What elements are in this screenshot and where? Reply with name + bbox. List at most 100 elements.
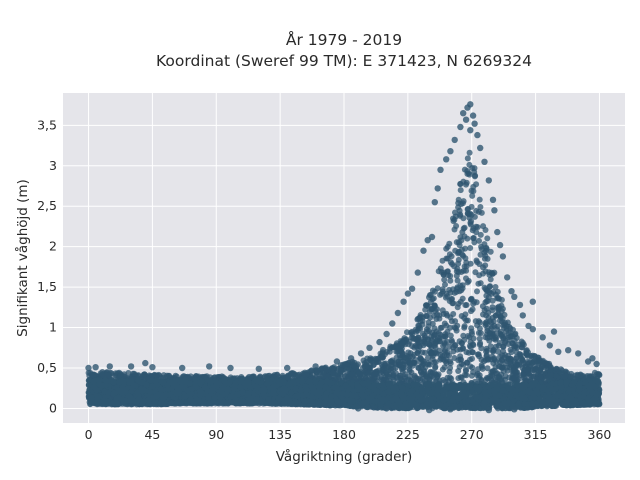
data-point xyxy=(484,287,491,294)
data-point xyxy=(487,283,493,290)
data-point xyxy=(430,295,437,302)
data-point xyxy=(468,308,474,315)
data-point xyxy=(444,255,451,262)
data-point xyxy=(489,304,496,311)
data-point xyxy=(459,229,466,236)
data-point xyxy=(457,187,464,194)
data-point xyxy=(165,372,172,379)
data-point xyxy=(447,277,454,284)
data-point xyxy=(426,361,433,368)
data-point xyxy=(591,369,598,376)
data-point xyxy=(489,297,496,304)
data-point xyxy=(404,329,410,336)
data-point xyxy=(491,355,498,362)
data-point xyxy=(497,363,503,370)
data-point xyxy=(483,292,490,299)
data-point xyxy=(455,269,462,276)
data-point xyxy=(405,341,412,348)
data-point xyxy=(452,318,459,325)
data-point xyxy=(455,260,462,267)
data-point xyxy=(476,196,483,203)
data-point xyxy=(467,245,474,251)
data-point xyxy=(477,330,484,337)
data-point xyxy=(485,309,492,316)
data-point xyxy=(451,216,458,223)
data-point xyxy=(483,345,490,352)
data-point xyxy=(471,213,478,220)
data-point xyxy=(483,244,490,251)
data-point xyxy=(451,226,458,233)
data-point xyxy=(476,335,483,342)
data-point xyxy=(498,308,505,315)
data-point xyxy=(494,288,501,295)
data-point xyxy=(478,356,485,363)
data-point xyxy=(484,235,491,242)
data-point xyxy=(412,360,419,366)
data-point xyxy=(446,368,453,375)
data-point xyxy=(406,362,413,369)
data-point xyxy=(477,280,484,287)
data-point xyxy=(508,349,515,356)
data-point xyxy=(417,325,424,332)
data-point xyxy=(460,198,467,205)
data-point xyxy=(492,343,499,350)
data-point xyxy=(463,275,469,282)
data-point xyxy=(475,351,482,358)
data-point xyxy=(476,325,483,332)
data-point xyxy=(406,367,413,374)
data-point xyxy=(455,204,462,211)
data-point xyxy=(509,333,516,340)
data-point xyxy=(512,368,519,374)
data-point xyxy=(428,349,435,356)
data-point xyxy=(437,324,444,331)
data-point xyxy=(513,354,520,361)
data-point xyxy=(455,196,462,203)
data-point xyxy=(435,268,442,275)
data-point xyxy=(477,340,484,347)
data-point xyxy=(492,312,499,319)
data-point xyxy=(338,367,345,374)
data-point xyxy=(454,277,461,284)
data-point xyxy=(382,351,388,358)
data-point xyxy=(371,370,378,377)
data-point xyxy=(493,335,500,342)
data-point xyxy=(513,362,520,369)
data-point xyxy=(418,363,425,370)
data-point xyxy=(342,373,349,379)
data-point xyxy=(466,161,473,168)
data-point xyxy=(472,269,479,276)
data-point xyxy=(472,172,479,179)
data-point xyxy=(420,338,427,345)
data-point xyxy=(506,323,513,330)
data-point xyxy=(103,372,110,379)
data-point xyxy=(494,370,501,377)
data-point xyxy=(349,371,356,378)
data-point xyxy=(433,350,440,357)
data-point xyxy=(511,337,518,344)
data-point xyxy=(410,335,417,342)
data-point xyxy=(454,285,460,292)
data-point xyxy=(478,362,485,369)
data-point xyxy=(489,270,496,277)
data-point xyxy=(475,208,482,215)
data-point xyxy=(500,343,507,350)
data-point xyxy=(462,245,469,252)
data-point xyxy=(130,370,136,377)
data-point xyxy=(502,360,509,367)
data-point xyxy=(426,294,432,301)
data-point xyxy=(467,221,474,228)
data-point xyxy=(492,284,499,290)
data-point xyxy=(425,354,431,361)
data-point xyxy=(441,348,448,355)
data-point xyxy=(521,374,528,381)
data-point xyxy=(478,345,485,352)
data-point xyxy=(464,155,471,162)
data-point xyxy=(465,349,472,356)
data-point xyxy=(477,204,484,210)
data-point xyxy=(444,243,451,250)
data-point xyxy=(467,356,473,363)
data-point xyxy=(463,317,470,324)
data-point xyxy=(329,365,336,372)
data-point xyxy=(470,369,477,375)
data-point xyxy=(460,178,467,185)
